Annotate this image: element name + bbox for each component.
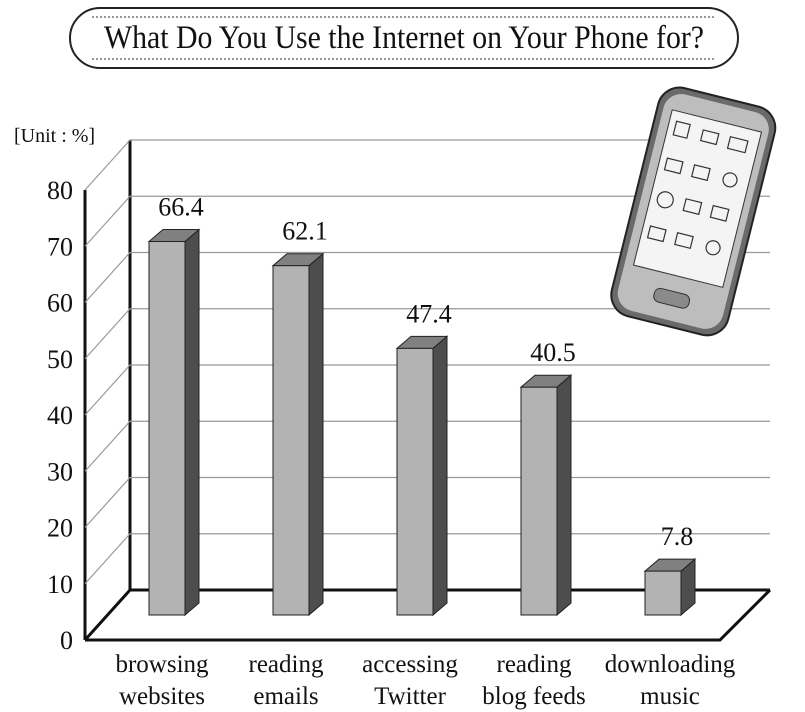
chart-title: What Do You Use the Internet on Your Pho… xyxy=(104,20,704,56)
bar xyxy=(148,241,186,616)
bar xyxy=(520,386,558,616)
phone-illustration xyxy=(610,86,777,337)
unit-label: [Unit : %] xyxy=(14,125,95,147)
y-tick-label: 0 xyxy=(60,626,73,655)
value-label: 62.1 xyxy=(282,217,328,246)
x-tick-label: browsing xyxy=(115,651,209,678)
bar-side xyxy=(184,228,200,617)
bar xyxy=(644,570,682,616)
value-label: 7.8 xyxy=(661,522,694,551)
y-tick-label: 10 xyxy=(47,570,73,599)
x-tick-label: emails xyxy=(253,683,318,710)
x-tick-label: Twitter xyxy=(374,683,447,710)
x-tick-label: websites xyxy=(119,683,205,710)
bars: 66.4 62.1 47.4 40.5 7.8 xyxy=(147,193,697,617)
bar xyxy=(396,347,434,616)
y-tick-label: 40 xyxy=(47,401,73,430)
y-tick-label: 50 xyxy=(47,345,73,374)
x-tick-label: music xyxy=(640,683,700,710)
y-tick-label: 80 xyxy=(47,176,73,205)
grid-line xyxy=(84,308,770,360)
x-tick-label: accessing xyxy=(362,651,458,678)
y-tick-label: 70 xyxy=(47,232,73,261)
x-tick-label: downloading xyxy=(605,651,736,678)
grid-line xyxy=(84,195,770,247)
x-tick-label: reading xyxy=(497,651,572,678)
grid-line xyxy=(84,251,770,303)
x-tick-label: reading xyxy=(249,651,324,678)
bar-side xyxy=(556,374,572,617)
y-tick-label: 30 xyxy=(47,457,73,486)
grid-line xyxy=(84,364,770,416)
x-tick-label: blog feeds xyxy=(482,683,585,710)
value-label: 66.4 xyxy=(158,193,204,222)
bar-side xyxy=(308,252,324,617)
title-frame xyxy=(69,7,739,69)
value-label: 47.4 xyxy=(406,299,452,328)
axes: 0 10 20 30 40 50 60 70 80 xyxy=(47,139,772,655)
bar-side xyxy=(432,335,448,617)
bar xyxy=(272,265,310,616)
grid-line xyxy=(84,139,770,191)
value-label: 40.5 xyxy=(530,338,576,367)
y-tick-label: 60 xyxy=(47,289,73,318)
y-tick-label: 20 xyxy=(47,514,73,543)
